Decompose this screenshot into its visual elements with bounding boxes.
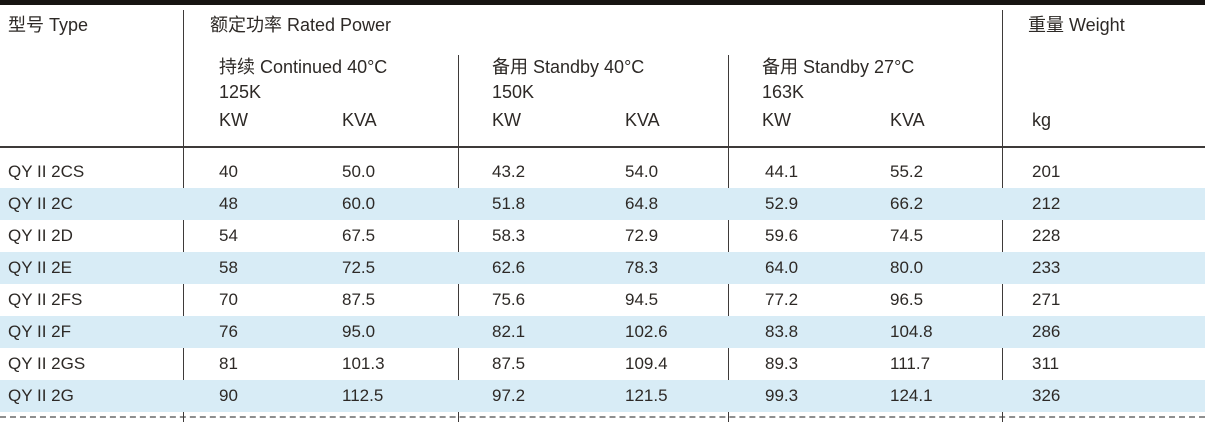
weight-unit-header: kg bbox=[1032, 110, 1052, 130]
continued-40c-group-header: 持续 Continued 40°C bbox=[219, 57, 388, 77]
standby40-kva-cell: 102.6 bbox=[625, 322, 668, 341]
standby40-kva-unit-header: KVA bbox=[625, 110, 660, 130]
standby27-kw-cell: 89.3 bbox=[765, 354, 799, 373]
standby27-kva-cell: 111.7 bbox=[890, 354, 931, 373]
table-row: QY II 2GS 81 101.3 87.5 109.4 89.3 111.7… bbox=[0, 348, 1205, 380]
table-row: QY II 2E 58 72.5 62.6 78.3 64.0 80.0 233 bbox=[0, 252, 1205, 284]
standby40-kw-cell: 43.2 bbox=[492, 162, 526, 181]
standby40-kva-cell: 109.4 bbox=[625, 354, 668, 373]
column-divider-continued-standby40 bbox=[458, 55, 459, 422]
standby27-kva-cell: 124.1 bbox=[890, 386, 933, 405]
continued-kva-cell: 112.5 bbox=[342, 386, 384, 405]
stand27-kva-cell: 104.8 bbox=[890, 322, 933, 341]
continued-kva-unit-header: KVA bbox=[342, 110, 377, 130]
model-cell: QY II 2D bbox=[8, 226, 73, 245]
model-cell: QY II 2E bbox=[8, 258, 72, 277]
continued-kw-cell: 40 bbox=[219, 162, 238, 181]
continued-kw-cell: 76 bbox=[219, 322, 238, 341]
weight-cell: 271 bbox=[1032, 290, 1061, 309]
standby40-kw-cell: 58.3 bbox=[492, 226, 526, 245]
continued-kw-cell: 70 bbox=[219, 290, 238, 309]
table-row: QY II 2FS 70 87.5 75.6 94.5 77.2 96.5 27… bbox=[0, 284, 1205, 316]
weight-cell: 233 bbox=[1032, 258, 1061, 277]
standby27-kva-cell: 66.2 bbox=[890, 194, 924, 213]
standby40-kva-cell: 64.8 bbox=[625, 194, 659, 213]
standby27-kva-cell: 80.0 bbox=[890, 258, 924, 277]
continued-kva-cell: 101.3 bbox=[342, 354, 385, 373]
table-row: QY II 2F 76 95.0 82.1 102.6 83.8 104.8 2… bbox=[0, 316, 1205, 348]
continued-kw-cell: 81 bbox=[219, 354, 238, 373]
continued-40c-k-rating: 125K bbox=[219, 82, 262, 102]
standby27-kw-unit-header: KW bbox=[762, 110, 791, 130]
model-cell: QY II 2GS bbox=[8, 354, 86, 373]
standby27-kw-cell: 44.1 bbox=[765, 162, 799, 181]
weight-cell: 326 bbox=[1032, 386, 1061, 405]
model-cell: QY II 2G bbox=[8, 386, 74, 405]
standby40-kw-cell: 87.5 bbox=[492, 354, 526, 373]
continued-kva-cell: 60.0 bbox=[342, 194, 376, 213]
standby40-kva-cell: 94.5 bbox=[625, 290, 659, 309]
standby27-kw-cell: 52.9 bbox=[765, 194, 799, 213]
standby40-kw-unit-header: KW bbox=[492, 110, 521, 130]
continued-kw-cell: 48 bbox=[219, 194, 238, 213]
weight-cell: 212 bbox=[1032, 194, 1061, 213]
standby40-kva-cell: 54.0 bbox=[625, 162, 659, 181]
standby27-kw-cell: 64.0 bbox=[765, 258, 799, 277]
standby-40c-group-header: 备用 Standby 40°C bbox=[492, 57, 645, 77]
column-divider-standby40-standby27 bbox=[728, 55, 729, 422]
model-cell: QY II 2C bbox=[8, 194, 73, 213]
continued-kw-unit-header: KW bbox=[219, 110, 248, 130]
standby40-kva-cell: 78.3 bbox=[625, 258, 659, 277]
type-column-header: 型号 Type bbox=[8, 15, 89, 35]
table-row: QY II 2G 90 112.5 97.2 121.5 99.3 124.1 … bbox=[0, 380, 1205, 412]
weight-column-header: 重量 Weight bbox=[1028, 15, 1125, 35]
table-top-border bbox=[0, 0, 1205, 5]
continued-kw-cell: 54 bbox=[219, 226, 238, 245]
continued-kva-cell: 95.0 bbox=[342, 322, 376, 341]
continued-kw-cell: 90 bbox=[219, 386, 238, 405]
continued-kva-cell: 72.5 bbox=[342, 258, 376, 277]
standby-40c-k-rating: 150K bbox=[492, 82, 535, 102]
table-row: QY II 2D 54 67.5 58.3 72.9 59.6 74.5 228 bbox=[0, 220, 1205, 252]
model-cell: QY II 2F bbox=[8, 322, 71, 341]
standby-27c-group-header: 备用 Standby 27°C bbox=[762, 57, 915, 77]
standby27-kva-cell: 55.2 bbox=[890, 162, 924, 181]
standby40-kw-cell: 51.8 bbox=[492, 194, 526, 213]
standby27-kw-cell: 99.3 bbox=[765, 386, 799, 405]
weight-cell: 228 bbox=[1032, 226, 1061, 245]
standby40-kva-cell: 72.9 bbox=[625, 226, 659, 245]
standby27-kw-cell: 77.2 bbox=[765, 290, 799, 309]
table-row: QY II 2C 48 60.0 51.8 64.8 52.9 66.2 212 bbox=[0, 188, 1205, 220]
standby40-kw-cell: 75.6 bbox=[492, 290, 526, 309]
standby40-kw-cell: 97.2 bbox=[492, 386, 526, 405]
table-bottom-dashed-line bbox=[0, 416, 1205, 418]
model-cell: QY II 2CS bbox=[8, 162, 85, 181]
weight-cell: 286 bbox=[1032, 322, 1061, 341]
continued-kva-cell: 87.5 bbox=[342, 290, 376, 309]
table-body: QY II 2CS 40 50.0 43.2 54.0 44.1 55.2 20… bbox=[0, 148, 1205, 412]
standby40-kw-cell: 62.6 bbox=[492, 258, 526, 277]
weight-cell: 201 bbox=[1032, 162, 1061, 181]
standby-27c-k-rating: 163K bbox=[762, 82, 805, 102]
standby27-kva-unit-header: KVA bbox=[890, 110, 925, 130]
standby40-kw-cell: 82.1 bbox=[492, 322, 526, 341]
continued-kva-cell: 67.5 bbox=[342, 226, 376, 245]
standby27-kw-cell: 59.6 bbox=[765, 226, 799, 245]
standby27-kw-cell: 83.8 bbox=[765, 322, 799, 341]
standby40-kva-cell: 121.5 bbox=[625, 386, 668, 405]
table-row: QY II 2CS 40 50.0 43.2 54.0 44.1 55.2 20… bbox=[0, 156, 1205, 188]
standby27-kva-cell: 96.5 bbox=[890, 290, 924, 309]
weight-cell: 311 bbox=[1032, 354, 1060, 373]
standby27-kva-cell: 74.5 bbox=[890, 226, 924, 245]
continued-kw-cell: 58 bbox=[219, 258, 238, 277]
continued-kva-cell: 50.0 bbox=[342, 162, 376, 181]
model-cell: QY II 2FS bbox=[8, 290, 83, 309]
rated-power-column-header: 额定功率 Rated Power bbox=[210, 15, 392, 35]
header-divider-line bbox=[0, 146, 1205, 148]
